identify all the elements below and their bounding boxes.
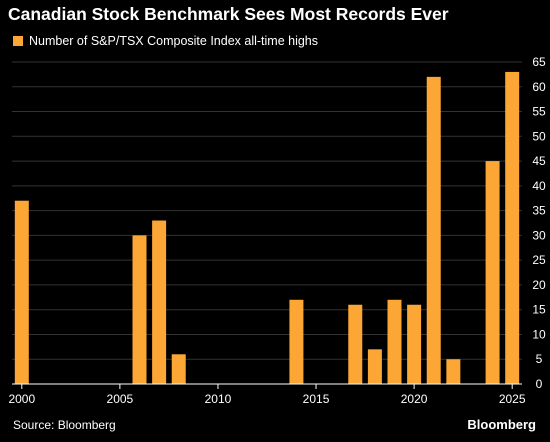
y-tick-label-5: 5 [536, 352, 543, 366]
y-tick-label-50: 50 [532, 129, 546, 143]
bar-layer [14, 71, 520, 385]
bar-2024 [485, 161, 500, 384]
source-note: Source: Bloomberg [13, 418, 116, 432]
y-tick-label-45: 45 [532, 154, 546, 168]
y-tick-label-10: 10 [532, 327, 546, 341]
x-tick-label-2025: 2025 [499, 392, 526, 406]
legend-swatch [13, 36, 23, 46]
bar-2022 [446, 359, 461, 384]
bar-2000 [14, 200, 29, 384]
x-tick-label-2020: 2020 [401, 392, 428, 406]
y-tick-label-55: 55 [532, 105, 546, 119]
legend-label: Number of S&P/TSX Composite Index all-ti… [29, 34, 319, 48]
y-tick-label-20: 20 [532, 278, 546, 292]
x-tick-label-2000: 2000 [8, 392, 35, 406]
bar-2007 [152, 220, 167, 384]
y-tick-label-60: 60 [532, 80, 546, 94]
x-tick-label-2010: 2010 [205, 392, 232, 406]
y-tick-label-0: 0 [536, 377, 543, 391]
bar-2014 [289, 299, 304, 384]
bar-2025 [505, 71, 520, 385]
chart-title: Canadian Stock Benchmark Sees Most Recor… [8, 4, 449, 24]
brand-logo-text: Bloomberg [467, 417, 536, 432]
x-tick-label-2005: 2005 [107, 392, 134, 406]
bar-2019 [387, 299, 402, 384]
bar-2008 [171, 354, 186, 384]
grid-layer [12, 61, 522, 360]
y-tick-label-35: 35 [532, 204, 546, 218]
bar-2020 [407, 304, 422, 384]
bar-2021 [426, 76, 441, 384]
legend: Number of S&P/TSX Composite Index all-ti… [13, 34, 318, 48]
x-tick-label-2015: 2015 [303, 392, 330, 406]
y-tick-label-40: 40 [532, 179, 546, 193]
y-tick-label-15: 15 [532, 303, 546, 317]
y-tick-label-30: 30 [532, 228, 546, 242]
bar-2006 [132, 235, 147, 384]
y-tick-label-65: 65 [532, 55, 546, 69]
bar-2017 [348, 304, 363, 384]
y-tick-label-25: 25 [532, 253, 546, 267]
bar-2018 [367, 349, 382, 384]
